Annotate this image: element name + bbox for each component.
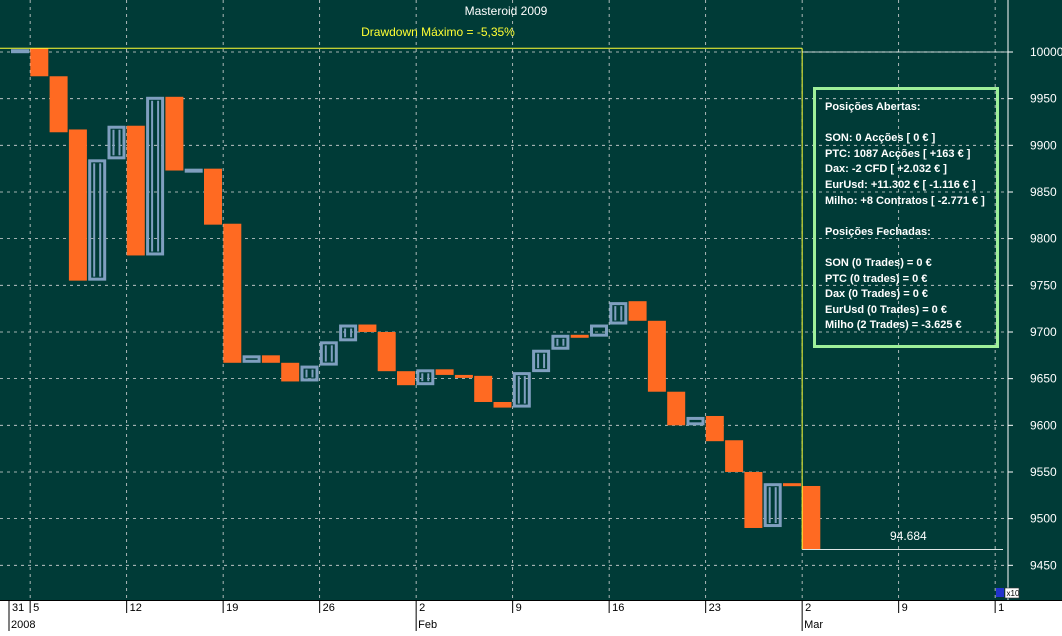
y-tick-label: 9850 (1030, 185, 1057, 199)
x-tick-label: 23 (709, 602, 721, 614)
bar-bearish (474, 375, 493, 402)
bar-bullish (763, 483, 782, 528)
closed-position-line: SON (0 Trades) = 0 € (825, 256, 932, 269)
bar-bearish (68, 129, 87, 281)
x-tick-label: 19 (226, 602, 238, 614)
bar-bullish (11, 49, 29, 54)
open-position-line: Dax: -2 CFD [ +2.032 € ] (825, 163, 947, 176)
x-tick-label: 2 (805, 602, 811, 614)
last-value-label: 94.684 (890, 529, 927, 543)
y-tick-label: 9950 (1030, 92, 1057, 106)
y-tick-label: 9600 (1030, 418, 1057, 432)
bar-bearish (628, 301, 647, 321)
bar-bullish (146, 96, 165, 256)
bar-bullish (300, 365, 319, 382)
bar-bearish (802, 485, 821, 550)
bar-bullish (609, 302, 628, 325)
open-position-line: PTC: 1087 Acções [ +163 € ] (825, 147, 971, 160)
bar-bullish (184, 168, 203, 173)
x-axis: 31 5 12 19 26 2 9 16 23 2 9 1 2008 Feb Mar (0, 600, 1062, 631)
x-tick-label: 16 (612, 602, 624, 614)
y-tick-label: 9450 (1030, 558, 1057, 572)
bar-bullish (590, 324, 608, 337)
x-tick-label: 1 (998, 602, 1004, 614)
bar-bearish (397, 371, 415, 386)
y-tick-label: 9800 (1030, 232, 1057, 246)
drawdown-lines (0, 47, 1008, 550)
bar-bullish (512, 372, 531, 408)
y-tick-label: 9750 (1030, 278, 1057, 292)
x-tick-label: 12 (130, 602, 142, 614)
open-positions-title: Posições Abertas: (825, 101, 921, 113)
drawdown-annotation: Drawdown Máximo = -5,35% (361, 25, 515, 39)
bar-bullish (339, 324, 358, 342)
bar-bearish (358, 324, 377, 332)
open-position-line: SON: 0 Acções [ 0 € ] (825, 132, 936, 145)
closed-position-line: Dax (0 Trades) = 0 € (825, 288, 929, 301)
y-axis: 10000 9950 9900 9850 9800 9750 9700 9650 9600 955… (1008, 45, 1062, 572)
bar-bullish (107, 125, 126, 160)
bar-bullish (242, 355, 261, 363)
bar-bearish (126, 125, 145, 256)
scale-marker-icon (996, 588, 1004, 597)
bar-bearish (705, 415, 724, 442)
y-tick-label: 9500 (1030, 512, 1057, 526)
y-tick-label: 9550 (1030, 465, 1057, 479)
positions-panel: Posições Abertas: SON: 0 Acções [ 0 € ] … (813, 87, 999, 348)
open-position-line: Milho: +8 Contratos [ -2.771 € ] (825, 194, 985, 207)
bar-bearish (49, 76, 68, 133)
bar-bearish (30, 48, 49, 77)
bar-bearish (223, 223, 242, 363)
y-tick-label: 10000 (1030, 45, 1062, 59)
bar-bullish (319, 341, 338, 366)
bar-bullish (551, 334, 570, 350)
closed-position-line: Milho (2 Trades) = -3.625 € (825, 319, 962, 332)
x-tick-label: 31 (12, 602, 24, 614)
x-tick-label: 9 (516, 602, 522, 614)
open-position-line: EurUsd: +11.302 € [ -1.116 € ] (825, 178, 976, 191)
closed-position-line: PTC (0 trades) = 0 € (825, 272, 928, 285)
bar-bearish (493, 401, 512, 408)
bar-bullish (686, 416, 705, 426)
chart-title: Masteroid 2009 (465, 4, 548, 18)
bar-bearish (261, 355, 280, 363)
closed-position-line: EurUsd (0 Trades) = 0 € (825, 303, 947, 316)
bar-bearish (570, 334, 589, 338)
bar-bearish (783, 483, 801, 487)
bar-bearish (435, 369, 454, 375)
bar-bearish (204, 168, 222, 225)
bar-bearish (165, 96, 184, 171)
x-month-label: Mar (804, 619, 823, 631)
scale-marker-label: x10 (1007, 589, 1020, 598)
x-tick-label: 9 (902, 602, 908, 614)
x-tick-label: 2 (419, 602, 425, 614)
closed-positions-title: Posições Fechadas: (825, 225, 931, 238)
x-month-label: 2008 (11, 619, 35, 631)
bar-bearish (647, 320, 666, 392)
x-tick-label: 26 (323, 602, 335, 614)
bar-bearish (454, 374, 473, 378)
y-tick-label: 9700 (1030, 325, 1057, 339)
y-tick-label: 9900 (1030, 138, 1057, 152)
bar-bearish (377, 331, 396, 372)
bar-series (11, 48, 821, 550)
bar-bullish (532, 349, 551, 373)
bar-bullish (416, 369, 435, 386)
bar-bearish (725, 440, 744, 472)
bar-bearish (667, 391, 686, 426)
bar-bearish (281, 362, 300, 382)
bar-bearish (744, 471, 763, 528)
x-tick-label: 5 (33, 602, 39, 614)
x-month-label: Feb (418, 619, 437, 631)
x-axis-background (0, 600, 1062, 631)
bar-bullish (88, 159, 107, 281)
y-tick-label: 9650 (1030, 372, 1057, 386)
scale-marker[interactable]: x10 (996, 587, 1020, 599)
